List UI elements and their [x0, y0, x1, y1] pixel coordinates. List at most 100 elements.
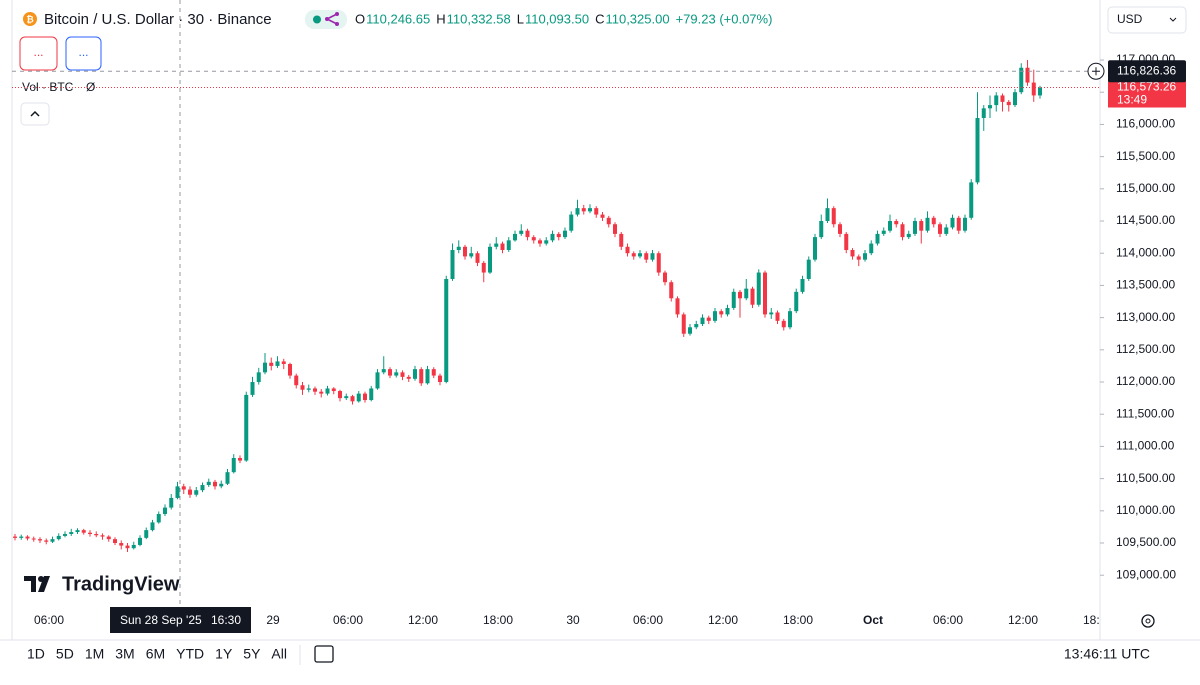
- candle-body: [844, 233, 849, 250]
- range-button[interactable]: 1Y: [215, 646, 233, 662]
- candle-body: [38, 539, 42, 541]
- last-price-label: 116,573.26: [1117, 80, 1176, 94]
- range-button[interactable]: 6M: [146, 646, 165, 662]
- share-icon: [325, 17, 329, 21]
- candle-body: [269, 362, 274, 366]
- candle-body: [525, 230, 530, 238]
- candle-body: [31, 538, 36, 540]
- candle-body: [688, 327, 692, 334]
- candle-body: [838, 224, 842, 234]
- candle-body: [769, 312, 774, 315]
- candle-body: [650, 253, 655, 260]
- collapse-button[interactable]: [20, 102, 50, 126]
- candle-body: [825, 208, 830, 222]
- range-button[interactable]: YTD: [176, 646, 204, 662]
- candle-body: [375, 372, 380, 389]
- y-tick-label: 114,500.00: [1116, 213, 1175, 227]
- candle-body: [519, 230, 524, 234]
- ohlc-key: C: [595, 11, 604, 26]
- candle-body: [938, 224, 942, 234]
- candle-body: [156, 514, 161, 523]
- candle-body: [256, 372, 261, 383]
- settings-icon[interactable]: [1141, 614, 1155, 628]
- x-tick-label: 12:00: [708, 613, 738, 627]
- currency: USD: [1117, 12, 1143, 26]
- range-button[interactable]: 1M: [85, 646, 104, 662]
- watermark-logo: [38, 576, 44, 582]
- range-button[interactable]: 5D: [56, 646, 74, 662]
- x-tick-label: 18:00: [783, 613, 813, 627]
- candle-body: [588, 208, 592, 212]
- ohlc-legend: O 110,246.65 H 110,332.58 L 110,093.50 C 110,32…: [355, 11, 772, 26]
- candle-body: [456, 246, 461, 250]
- indicator-button[interactable]: [65, 36, 102, 71]
- candle-body: [875, 233, 880, 244]
- candle-body: [913, 221, 917, 234]
- candle-body: [681, 314, 686, 334]
- candle-body: [925, 217, 930, 231]
- y-tick-label: 111,000.00: [1116, 439, 1175, 453]
- candle-body: [50, 539, 55, 542]
- candle-body: [600, 214, 605, 218]
- range-button[interactable]: 5Y: [243, 646, 261, 662]
- currency-select[interactable]: [1107, 6, 1187, 34]
- crosshair-date: Sun 28 Sep '25: [120, 613, 202, 627]
- candle-body: [125, 545, 130, 549]
- candle-body: [975, 117, 980, 183]
- share-icon: [335, 22, 339, 26]
- candle-body: [388, 369, 392, 376]
- range-button[interactable]: 3M: [115, 646, 134, 662]
- candle-body: [313, 388, 317, 392]
- indicator-button[interactable]: [19, 36, 58, 71]
- collapse-icon: [30, 110, 40, 117]
- candle-body: [319, 391, 324, 394]
- candle-body: [181, 486, 186, 490]
- candle-body: [981, 108, 986, 118]
- candle-body: [306, 388, 311, 390]
- range-bar: 1D 5D 1M 3M 6M YTD 1Y 5Y All: [27, 646, 287, 662]
- candle-body: [238, 458, 242, 461]
- candle-body: [494, 243, 499, 247]
- range-button[interactable]: All: [271, 646, 287, 662]
- indicator-button-label: ...: [33, 45, 43, 59]
- candle-body: [781, 320, 786, 328]
- chevron: [1169, 17, 1177, 22]
- range-button[interactable]: 1D: [27, 646, 45, 662]
- candle-body: [1025, 67, 1030, 83]
- candle-body: [713, 311, 717, 321]
- candle-body: [113, 539, 117, 544]
- candle-body: [413, 369, 417, 379]
- candle-body: [75, 530, 80, 533]
- y-tick-label: 115,500.00: [1116, 149, 1175, 163]
- indicator-button-label: ...: [78, 45, 88, 59]
- candle-body: [88, 532, 92, 534]
- candle-body: [69, 532, 74, 534]
- crosshair-time: 16:30: [211, 613, 241, 627]
- y-tick-label: 112,000.00: [1116, 374, 1175, 388]
- candle-body: [556, 233, 561, 238]
- y-tick-label: 110,000.00: [1116, 503, 1175, 517]
- y-tick-label: 112,500.00: [1116, 342, 1175, 356]
- share-icon: [335, 12, 339, 16]
- ohlc-value: 110,325.00: [605, 11, 669, 26]
- candle-body: [513, 233, 517, 241]
- x-tick-label: 30: [566, 613, 580, 627]
- candle-body: [275, 361, 280, 366]
- candle-body: [831, 208, 836, 225]
- candle-body: [906, 233, 911, 238]
- candle-body: [625, 246, 630, 254]
- candle-body: [369, 388, 374, 401]
- candle-body: [481, 262, 486, 273]
- candle-body: [569, 214, 574, 231]
- ohlc-key: O: [355, 11, 365, 26]
- crosshair-time-box: [110, 607, 251, 633]
- candle-body: [969, 182, 974, 218]
- candle-body: [175, 486, 180, 498]
- candle-body: [500, 243, 505, 250]
- candle-body: [888, 221, 892, 231]
- candle-body: [450, 250, 455, 279]
- y-tick-label: 109,000.00: [1116, 567, 1176, 581]
- calendar-icon[interactable]: [314, 645, 334, 663]
- candle-body: [25, 536, 30, 539]
- watermark: TradingView: [62, 573, 180, 595]
